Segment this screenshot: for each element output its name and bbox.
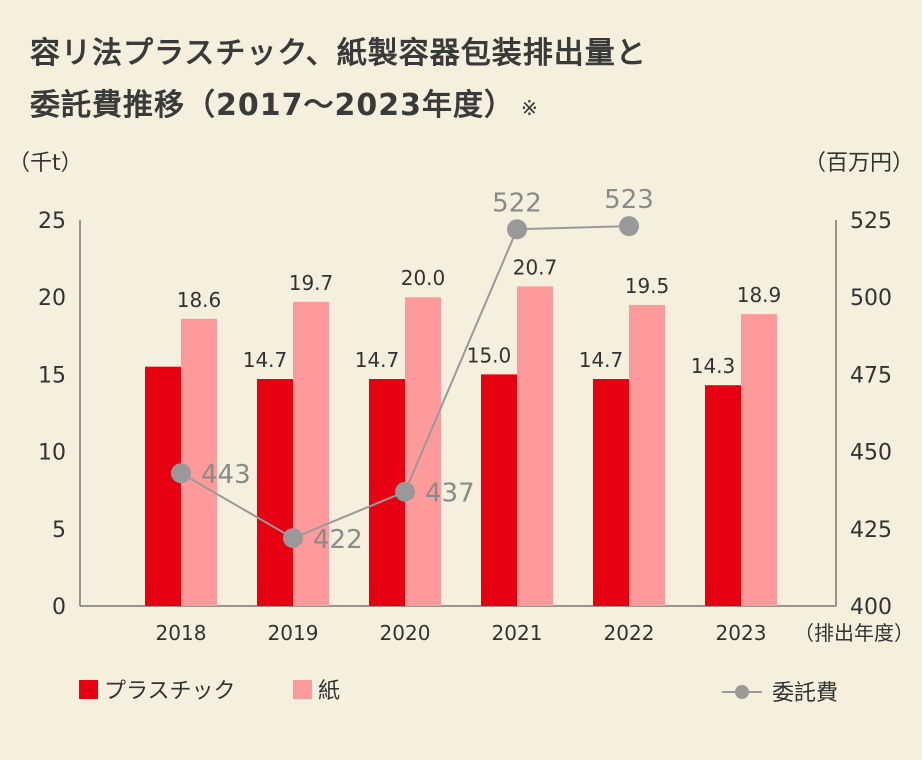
paper-value-label: 18.9: [737, 283, 782, 307]
data-labels: 18.6 14.7 19.7 14.7 20.0 15.0 20.7 14.7 19.5 14.3…: [177, 185, 782, 555]
legend-plastic-swatch: [79, 680, 98, 699]
left-axis-unit: （千t）: [8, 151, 83, 176]
left-tick-label: 25: [38, 209, 66, 234]
right-tick-label: 475: [850, 363, 892, 388]
plastic-bar: [705, 385, 741, 606]
cost-value-label: 522: [492, 188, 542, 218]
cost-value-label: 437: [425, 479, 475, 509]
legend-cost-label: 委託費: [772, 681, 838, 706]
paper-value-label: 19.5: [625, 274, 670, 298]
plastic-bar: [257, 379, 293, 606]
legend: プラスチック 紙 委託費: [79, 679, 838, 706]
right-tick-label: 400: [850, 595, 892, 620]
paper-bar: [517, 286, 553, 606]
left-tick-label: 20: [38, 286, 66, 311]
cost-value-label: 422: [313, 525, 363, 555]
axes: 0 5 10 15 20 25 400 425 450 475 500 525 2018 2019 2020…: [8, 151, 914, 645]
x-tick-label: 2018: [156, 621, 207, 645]
left-tick-label: 0: [52, 595, 66, 620]
x-tick-label: 2019: [268, 621, 319, 645]
cost-point: [283, 528, 303, 549]
plastic-value-label: 15.0: [467, 343, 512, 367]
right-tick-label: 425: [850, 518, 892, 543]
cost-point: [507, 219, 527, 240]
legend-paper-label: 紙: [318, 679, 340, 704]
paper-value-label: 19.7: [289, 271, 334, 295]
paper-bar: [181, 318, 217, 606]
left-tick-label: 10: [38, 441, 66, 466]
paper-bar: [293, 301, 329, 606]
x-tick-label: 2023: [716, 621, 767, 645]
right-axis-unit: （百万円）: [804, 151, 914, 176]
legend-paper-swatch: [293, 680, 312, 699]
cost-point: [619, 216, 639, 237]
right-tick-label: 525: [850, 209, 892, 234]
chart-title: 容リ法プラスチック、紙製容器包装排出量と 委託費推移（2017～2023年度） ※: [30, 28, 647, 134]
paper-value-label: 20.7: [513, 255, 558, 279]
left-tick-label: 15: [38, 363, 66, 388]
plastic-value-label: 14.3: [691, 354, 736, 378]
paper-bar: [741, 314, 777, 606]
title-line-1: 容リ法プラスチック、紙製容器包装排出量と: [30, 36, 647, 71]
plastic-bar: [593, 379, 629, 606]
plastic-value-label: 14.7: [579, 348, 624, 372]
paper-bar: [629, 304, 665, 606]
title-line-2: 委託費推移（2017～2023年度） ※: [30, 80, 647, 134]
legend-cost-marker: [735, 685, 749, 699]
cost-point: [171, 463, 191, 484]
title-line-2-text: 委託費推移（2017～2023年度）: [30, 88, 515, 123]
plastic-value-label: 14.7: [243, 348, 288, 372]
cost-value-label: 523: [604, 185, 654, 215]
x-tick-label: 2021: [492, 621, 543, 645]
x-tick-label: 2022: [604, 621, 655, 645]
plastic-value-label: 14.7: [355, 348, 400, 372]
cost-line: [171, 216, 639, 549]
cost-point: [395, 481, 415, 502]
paper-value-label: 18.6: [177, 288, 222, 312]
right-tick-label: 450: [850, 441, 892, 466]
plastic-bar: [481, 374, 517, 606]
title-note: ※: [521, 96, 539, 120]
x-axis-unit: （排出年度）: [794, 621, 914, 645]
legend-plastic-label: プラスチック: [104, 679, 236, 704]
left-tick-label: 5: [52, 518, 66, 543]
plastic-bar: [145, 366, 181, 606]
right-tick-label: 500: [850, 286, 892, 311]
cost-value-label: 443: [201, 460, 251, 490]
x-tick-label: 2020: [380, 621, 431, 645]
paper-value-label: 20.0: [401, 266, 446, 290]
bars: [145, 286, 777, 606]
